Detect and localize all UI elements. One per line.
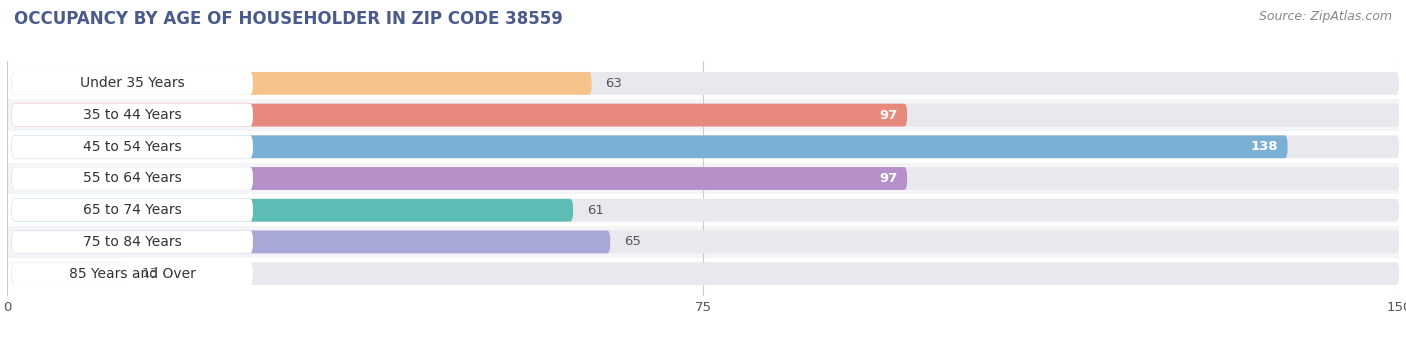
FancyBboxPatch shape [11,104,253,126]
FancyBboxPatch shape [11,262,128,285]
Text: OCCUPANCY BY AGE OF HOUSEHOLDER IN ZIP CODE 38559: OCCUPANCY BY AGE OF HOUSEHOLDER IN ZIP C… [14,10,562,28]
Text: 35 to 44 Years: 35 to 44 Years [83,108,181,122]
Text: 61: 61 [588,204,605,217]
FancyBboxPatch shape [7,226,1399,258]
FancyBboxPatch shape [11,231,253,253]
FancyBboxPatch shape [7,68,1399,99]
FancyBboxPatch shape [7,131,1399,163]
Text: 13: 13 [142,267,159,280]
Text: 138: 138 [1251,140,1278,153]
FancyBboxPatch shape [11,104,907,126]
FancyBboxPatch shape [11,72,1399,95]
FancyBboxPatch shape [11,135,1288,158]
FancyBboxPatch shape [11,135,253,158]
Text: 75 to 84 Years: 75 to 84 Years [83,235,181,249]
FancyBboxPatch shape [11,72,592,95]
Text: 65 to 74 Years: 65 to 74 Years [83,203,181,217]
FancyBboxPatch shape [11,262,1399,285]
Text: 65: 65 [624,235,641,249]
FancyBboxPatch shape [11,167,253,190]
FancyBboxPatch shape [11,167,1399,190]
FancyBboxPatch shape [11,231,610,253]
FancyBboxPatch shape [11,199,574,222]
FancyBboxPatch shape [7,99,1399,131]
Text: 63: 63 [606,77,623,90]
FancyBboxPatch shape [11,262,253,285]
FancyBboxPatch shape [11,104,1399,126]
Text: 97: 97 [880,172,898,185]
FancyBboxPatch shape [11,199,1399,222]
Text: Source: ZipAtlas.com: Source: ZipAtlas.com [1258,10,1392,23]
FancyBboxPatch shape [11,135,1399,158]
Text: 45 to 54 Years: 45 to 54 Years [83,140,181,154]
Text: 85 Years and Over: 85 Years and Over [69,267,195,280]
Text: 55 to 64 Years: 55 to 64 Years [83,171,181,186]
FancyBboxPatch shape [11,167,907,190]
Text: Under 35 Years: Under 35 Years [80,76,184,90]
FancyBboxPatch shape [11,199,253,222]
FancyBboxPatch shape [7,163,1399,194]
FancyBboxPatch shape [11,231,1399,253]
Text: 97: 97 [880,108,898,122]
FancyBboxPatch shape [11,72,253,95]
FancyBboxPatch shape [7,258,1399,289]
FancyBboxPatch shape [7,194,1399,226]
